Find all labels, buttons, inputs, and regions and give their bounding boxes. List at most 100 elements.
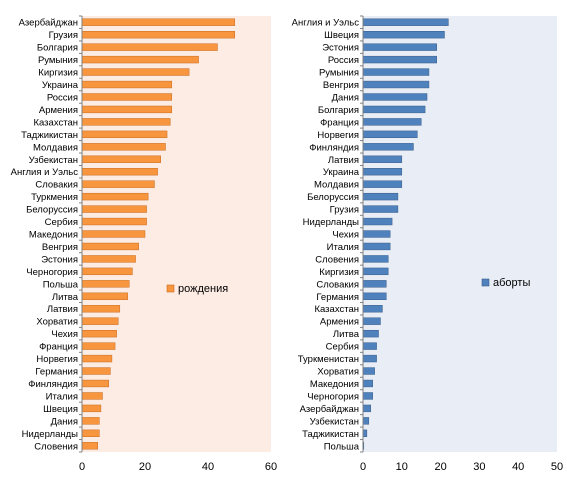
births-x-tick-label: 60 bbox=[265, 461, 277, 473]
births-bar bbox=[81, 55, 199, 64]
births-legend-label: рождения bbox=[178, 283, 228, 295]
births-category-label: Румыния bbox=[38, 55, 78, 66]
abortions-category-label: Польша bbox=[324, 441, 360, 452]
abortions-category-label: Швеция bbox=[324, 30, 359, 41]
abortions-category-label: Сербия bbox=[326, 342, 359, 353]
abortions-bar bbox=[362, 217, 393, 226]
abortions-bar bbox=[362, 205, 399, 213]
abortions-category-label: Македония bbox=[310, 379, 359, 390]
abortions-bar bbox=[362, 118, 422, 126]
abortions-bar bbox=[362, 404, 372, 413]
births-bar bbox=[81, 367, 111, 375]
births-bar bbox=[81, 130, 168, 139]
abortions-category-label: Молдавия bbox=[314, 180, 359, 191]
births-category-label: Эстония bbox=[41, 254, 78, 265]
abortions-category-label: Россия bbox=[328, 55, 359, 66]
births-bar bbox=[81, 404, 102, 413]
abortions-category-label: Узбекистан bbox=[310, 416, 359, 427]
births-bar bbox=[81, 217, 147, 226]
births-bar bbox=[81, 342, 116, 350]
births-category-label: Черногория bbox=[26, 267, 78, 278]
births-category-label: Литва bbox=[52, 292, 79, 303]
births-x-tick-label: 40 bbox=[202, 461, 214, 473]
abortions-bar bbox=[362, 143, 414, 151]
births-bar bbox=[81, 68, 190, 76]
births-bar bbox=[81, 392, 103, 400]
births-bar bbox=[81, 180, 155, 188]
abortions-category-label: Словения bbox=[315, 254, 359, 265]
births-category-label: Россия bbox=[47, 92, 78, 103]
births-category-label: Македония bbox=[29, 230, 78, 241]
abortions-category-label: Норвегия bbox=[317, 130, 359, 141]
abortions-bar bbox=[362, 93, 428, 101]
births-category-label: Азербайджан bbox=[19, 18, 78, 29]
abortions-bar bbox=[362, 292, 387, 300]
births-category-label: Дания bbox=[51, 416, 78, 427]
abortions-bar bbox=[362, 280, 387, 288]
births-category-label: Франция bbox=[39, 342, 78, 353]
abortions-category-label: Англия и Уэльс bbox=[292, 18, 360, 29]
abortions-category-label: Казахстан bbox=[314, 304, 359, 315]
abortions-category-label: Нидерланды bbox=[303, 217, 360, 228]
births-bar bbox=[81, 379, 110, 388]
births-category-label: Финляндия bbox=[28, 379, 78, 390]
births-category-label: Украина bbox=[42, 80, 79, 91]
abortions-bar bbox=[362, 242, 391, 251]
abortions-category-label: Дания bbox=[332, 92, 359, 103]
births-bar bbox=[81, 354, 113, 363]
births-category-label: Киргизия bbox=[38, 68, 78, 79]
births-x-tick-label: 20 bbox=[139, 461, 151, 473]
births-category-label: Италия bbox=[46, 391, 78, 402]
births-category-label: Чехия bbox=[51, 329, 78, 340]
abortions-bar bbox=[362, 18, 449, 26]
births-legend: рождения bbox=[166, 283, 228, 295]
abortions-bar bbox=[362, 80, 430, 89]
abortions-category-label: Германия bbox=[316, 292, 359, 303]
births-category-label: Венгрия bbox=[42, 242, 78, 253]
births-category-label: Швеция bbox=[43, 404, 78, 415]
abortions-bar bbox=[362, 168, 403, 176]
abortions-bar bbox=[362, 342, 377, 350]
abortions-category-label: Италия bbox=[327, 242, 359, 253]
abortions-bar bbox=[362, 329, 379, 338]
abortions-category-label: Украина bbox=[323, 167, 360, 178]
abortions-legend-label: аборты bbox=[493, 277, 530, 289]
abortions-category-label: Словакия bbox=[316, 279, 359, 290]
abortions-category-label: Эстония bbox=[322, 43, 359, 54]
births-bar bbox=[81, 143, 166, 151]
births-bar bbox=[81, 168, 158, 176]
births-category-label: Узбекистан bbox=[29, 155, 78, 166]
births-category-label: Хорватия bbox=[36, 317, 78, 328]
births-legend-swatch bbox=[166, 284, 175, 293]
births-bar bbox=[81, 442, 98, 450]
abortions-bar bbox=[362, 379, 373, 388]
births-bar bbox=[81, 18, 236, 26]
abortions-bar bbox=[362, 192, 399, 201]
births-bar bbox=[81, 429, 100, 437]
births-category-label: Таджикистан bbox=[21, 130, 78, 141]
births-category-label: Англия и Уэльс bbox=[11, 167, 79, 178]
births-category-label: Польша bbox=[43, 279, 79, 290]
births-category-label: Армения bbox=[39, 105, 78, 116]
abortions-plot-area bbox=[363, 16, 557, 452]
births-bar bbox=[81, 292, 128, 300]
abortions-x-tick-label: 0 bbox=[360, 461, 366, 473]
abortions-bar bbox=[362, 230, 391, 238]
abortions-bar bbox=[362, 55, 437, 64]
births-bar bbox=[81, 118, 171, 126]
abortions-category-label: Грузия bbox=[330, 205, 359, 216]
abortions-category-label: Таджикистан bbox=[302, 429, 359, 440]
births-category-label: Словакия bbox=[35, 180, 78, 191]
births-bar bbox=[81, 80, 173, 89]
births-category-label: Сербия bbox=[45, 217, 78, 228]
abortions-bar bbox=[362, 367, 375, 375]
abortions-bar bbox=[362, 68, 430, 76]
births-category-label: Нидерланды bbox=[22, 429, 79, 440]
abortions-bar bbox=[362, 155, 403, 163]
abortions-bar bbox=[362, 255, 389, 263]
births-bar bbox=[81, 205, 147, 213]
abortions-bar bbox=[362, 317, 381, 325]
births-category-label: Германия bbox=[35, 367, 78, 378]
